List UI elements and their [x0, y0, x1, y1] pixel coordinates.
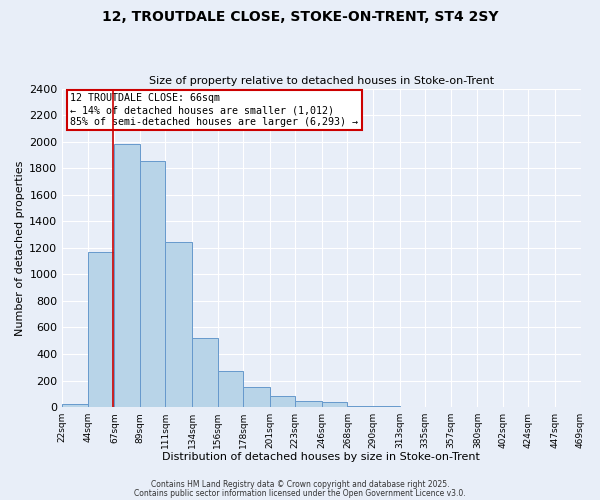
Bar — [88, 252, 115, 407]
Bar — [243, 387, 270, 407]
Bar — [218, 370, 243, 407]
Bar — [295, 401, 322, 407]
Title: Size of property relative to detached houses in Stoke-on-Trent: Size of property relative to detached ho… — [149, 76, 494, 86]
Bar — [115, 144, 140, 407]
Bar — [347, 406, 373, 407]
Text: Contains public sector information licensed under the Open Government Licence v3: Contains public sector information licen… — [134, 488, 466, 498]
Y-axis label: Number of detached properties: Number of detached properties — [15, 160, 25, 336]
Text: Contains HM Land Registry data © Crown copyright and database right 2025.: Contains HM Land Registry data © Crown c… — [151, 480, 449, 489]
Bar — [270, 396, 295, 407]
Bar — [322, 402, 347, 407]
Bar — [373, 406, 400, 407]
Text: 12 TROUTDALE CLOSE: 66sqm
← 14% of detached houses are smaller (1,012)
85% of se: 12 TROUTDALE CLOSE: 66sqm ← 14% of detac… — [70, 94, 358, 126]
Bar — [192, 338, 218, 407]
Text: 12, TROUTDALE CLOSE, STOKE-ON-TRENT, ST4 2SY: 12, TROUTDALE CLOSE, STOKE-ON-TRENT, ST4… — [102, 10, 498, 24]
Bar — [62, 404, 88, 407]
X-axis label: Distribution of detached houses by size in Stoke-on-Trent: Distribution of detached houses by size … — [163, 452, 481, 462]
Bar — [140, 161, 166, 407]
Bar — [166, 242, 192, 407]
